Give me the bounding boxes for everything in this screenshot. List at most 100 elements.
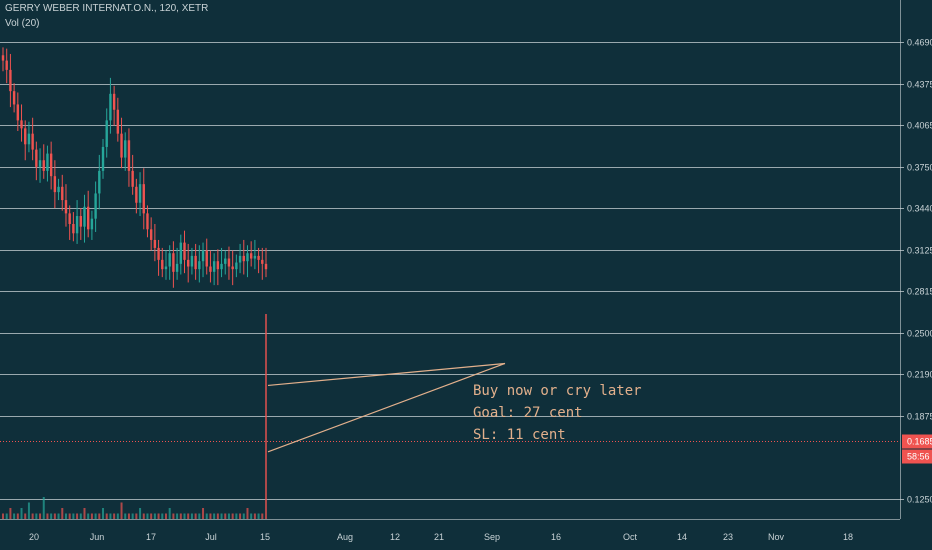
volume-bar — [202, 508, 205, 519]
time-axis[interactable]: 20 Jun 17 Jul 15 Aug 12 21 Sep 16 Oct 14 23 Nov 18 — [0, 519, 900, 543]
time-tick-label: 18 — [843, 532, 853, 542]
price-tick-label: 0.2190 — [907, 370, 932, 380]
candle-body — [46, 153, 49, 171]
volume-legend[interactable]: Vol (20) — [5, 18, 40, 29]
volume-bar — [20, 508, 23, 519]
annotation-line-1[interactable]: Buy now or cry later — [473, 383, 642, 399]
volume-bar — [216, 513, 219, 519]
current-price-label: 0.1685 — [907, 437, 932, 447]
volume-bar — [35, 513, 38, 519]
volume-bar — [179, 513, 182, 519]
candle-body — [64, 200, 68, 214]
price-tick-label: 0.4065 — [907, 121, 932, 131]
volume-bar — [227, 513, 230, 519]
candle-body — [57, 186, 60, 193]
grid-lines — [0, 42, 900, 500]
candle-body — [153, 239, 157, 248]
candle-body — [38, 160, 42, 167]
volume-bar — [61, 508, 64, 519]
candle-body — [264, 263, 268, 270]
volume-bar — [24, 513, 27, 519]
candle-body — [257, 255, 260, 260]
candle-body — [68, 213, 71, 225]
candle-body — [53, 176, 57, 193]
time-tick-label: Aug — [337, 532, 353, 542]
candle-body — [227, 258, 231, 267]
candle-body — [238, 255, 242, 263]
candle-body — [49, 153, 53, 177]
annotation-line-3[interactable]: SL: 11 cent — [473, 427, 566, 443]
candle-body — [235, 262, 238, 270]
volume-bar — [87, 513, 90, 519]
volume-bar — [239, 513, 242, 519]
price-tick-label: 0.3750 — [907, 163, 932, 173]
volume-bar — [94, 513, 97, 519]
volume-bar — [5, 513, 8, 519]
volume-bar — [135, 513, 138, 519]
volume-bar — [120, 502, 123, 519]
price-tick-label: 0.2500 — [907, 329, 932, 339]
volume-bar — [13, 513, 16, 519]
countdown-badge — [902, 449, 932, 464]
volume-bar — [72, 513, 75, 519]
volume-bar — [83, 508, 86, 519]
volume-bar — [64, 513, 67, 519]
volume-bar — [183, 513, 186, 519]
candle-body — [175, 263, 179, 272]
volume-bar — [176, 513, 179, 519]
volume-bar — [53, 513, 56, 519]
candle-body — [27, 133, 31, 145]
volume-bar — [31, 513, 34, 519]
volume-bar — [242, 513, 245, 519]
volume-bar — [79, 513, 82, 519]
candle-body — [131, 170, 134, 187]
candle-body — [216, 261, 220, 270]
candle-body — [142, 184, 145, 214]
candle-body — [20, 120, 23, 129]
candle-body — [42, 160, 45, 171]
volume-bar — [250, 513, 253, 519]
candle-body — [35, 149, 38, 167]
candle-body — [61, 186, 64, 201]
volume-bar — [261, 513, 264, 519]
candle-body — [172, 253, 175, 272]
candle-body — [149, 229, 153, 240]
candle-body — [253, 255, 257, 259]
volume-bar — [102, 508, 105, 519]
candle-body — [242, 255, 245, 262]
volume-bar — [150, 513, 153, 519]
volume-bar — [50, 513, 53, 519]
candle-body — [98, 170, 101, 194]
volume-bar — [198, 513, 201, 519]
volume-bar — [27, 502, 30, 519]
candle-body — [138, 184, 142, 203]
candle-body — [75, 216, 79, 234]
volume-bar — [194, 513, 197, 519]
candle-body — [168, 253, 171, 267]
candle-body — [231, 266, 234, 270]
candle-body — [212, 261, 216, 272]
volume-bar — [109, 513, 112, 519]
candle-body — [146, 213, 149, 230]
volume-bar — [113, 513, 116, 519]
trendline-drawing[interactable] — [267, 362, 506, 453]
candle-body — [105, 120, 108, 147]
volume-bar — [257, 513, 260, 519]
volume-bar — [190, 513, 193, 519]
volume-bar — [205, 513, 208, 519]
candle-body — [164, 266, 168, 270]
price-axis[interactable]: 0.4690 0.4375 0.4065 0.3750 0.3440 0.3125 0.28… — [900, 0, 932, 519]
volume-bar — [157, 513, 160, 519]
candle-body — [16, 104, 20, 121]
symbol-legend[interactable]: GERRY WEBER INTERNAT.O.N., 120, XETR — [5, 3, 209, 14]
candle-body — [209, 266, 212, 272]
volume-bar — [168, 508, 171, 519]
volume-bar — [116, 513, 119, 519]
candle-body — [183, 242, 186, 260]
volume-bar — [90, 513, 93, 519]
volume-bar — [224, 513, 227, 519]
volume-bar — [142, 513, 145, 519]
annotation-line-2[interactable]: Goal: 27 cent — [473, 405, 583, 421]
